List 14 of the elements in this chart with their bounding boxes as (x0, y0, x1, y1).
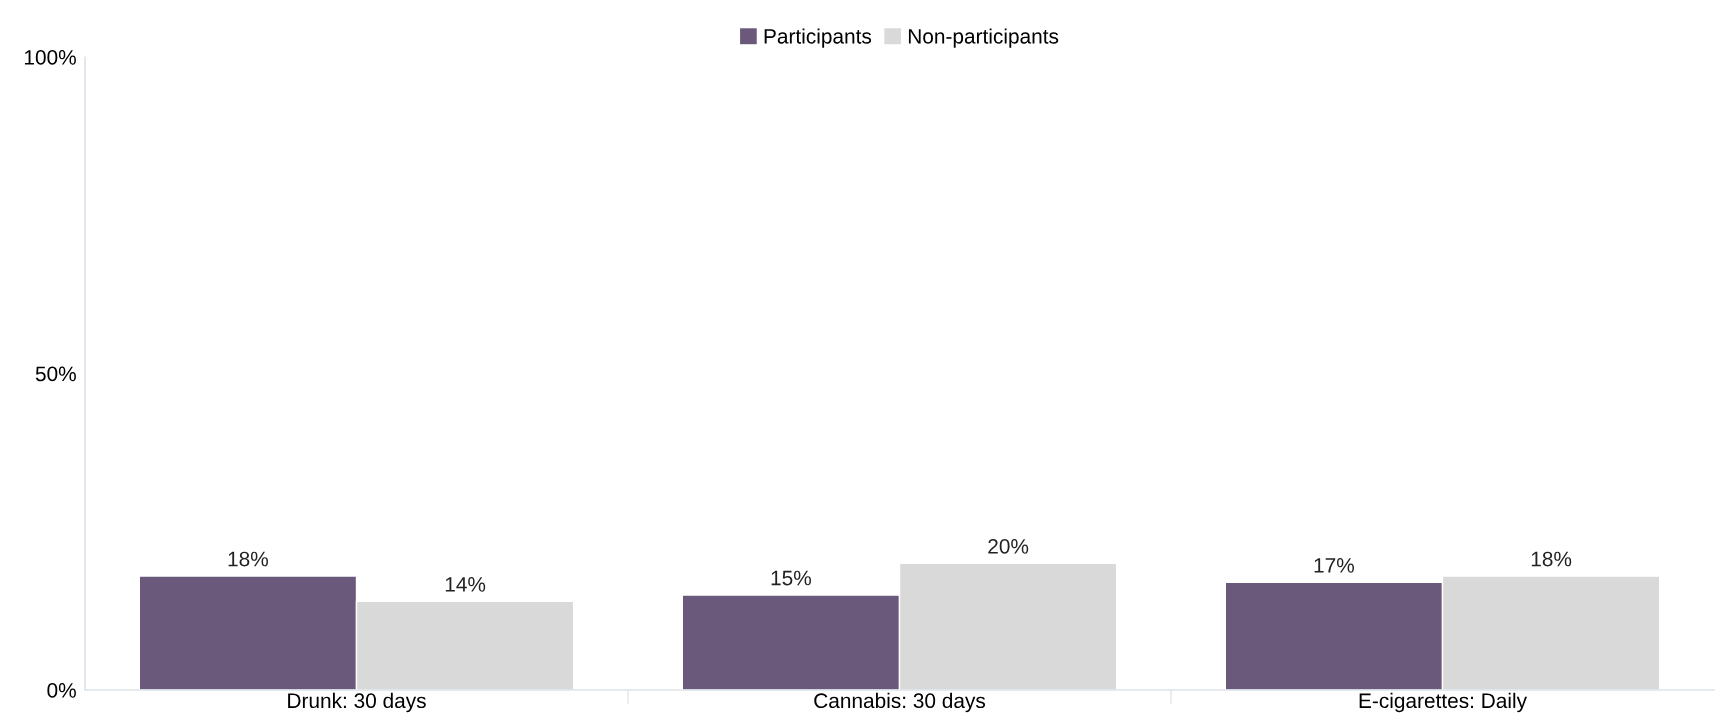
y-tick-label: 0% (47, 683, 76, 698)
data-label: 20% (988, 538, 1029, 554)
x-tick-label: E-cigarettes: Daily (1359, 692, 1527, 713)
y-tick-label: 50% (35, 366, 76, 382)
legend-label: Participants (764, 28, 872, 48)
x-tick-label: Cannabis: 30 days (814, 692, 986, 713)
data-label: 14% (445, 577, 486, 592)
x-tick-label: Drunk: 30 days (288, 692, 426, 713)
legend-label: Non-participants (908, 28, 1059, 48)
y-tick-label: 100% (24, 50, 76, 65)
data-label: 17% (1314, 558, 1355, 573)
data-label: 15% (771, 570, 812, 586)
data-label: 18% (228, 551, 269, 567)
data-label: 18% (1531, 551, 1572, 567)
